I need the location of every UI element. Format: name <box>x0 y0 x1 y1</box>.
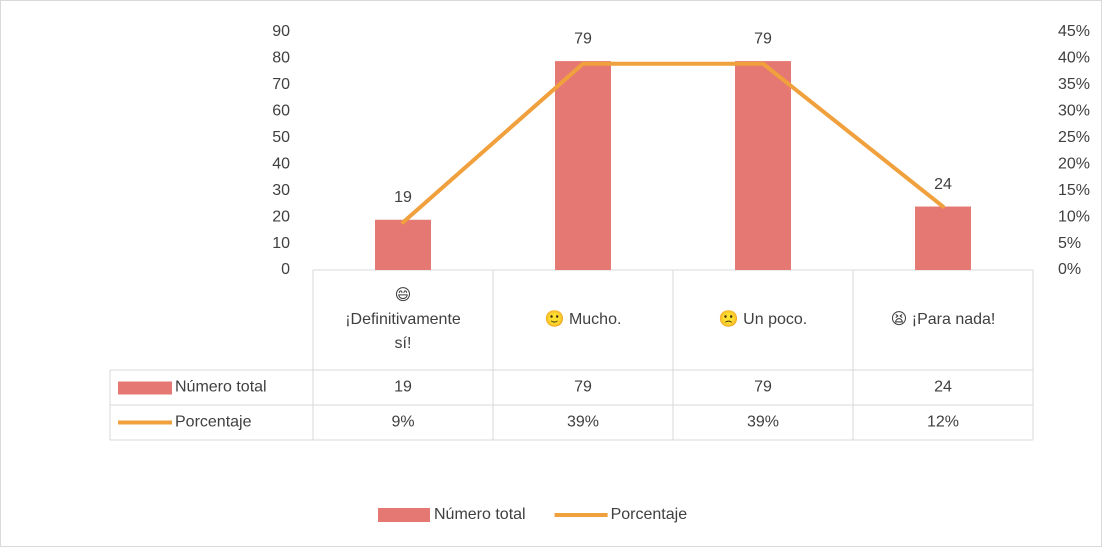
legend-label: Porcentaje <box>611 506 688 523</box>
x-tick-label-box: 😫 ¡Para nada! <box>853 270 1033 370</box>
legend-label: Número total <box>434 506 526 523</box>
y-tick-label: 50 <box>272 129 290 146</box>
x-tick-label-box: 🙁 Un poco. <box>673 270 853 370</box>
table-cell: 39% <box>747 414 779 431</box>
bar <box>735 61 791 270</box>
x-tick-label-box: 🙂 Mucho. <box>493 270 673 370</box>
table-cell: 19 <box>394 379 412 396</box>
y-tick-label: 10 <box>272 235 290 252</box>
y-tick-label: 30 <box>272 182 290 199</box>
data-label: 79 <box>754 30 772 47</box>
x-tick-label: 🙂 Mucho. <box>493 270 673 370</box>
bar <box>915 206 971 270</box>
data-label: 19 <box>394 189 412 206</box>
y-tick-label: 70 <box>272 76 290 93</box>
y2-tick-label: 15% <box>1058 182 1090 199</box>
y-tick-label: 40 <box>272 155 290 172</box>
table-cell: 39% <box>567 414 599 431</box>
table-cell: 79 <box>574 379 592 396</box>
y-tick-label: 90 <box>272 23 290 40</box>
y-tick-label: 0 <box>281 261 290 278</box>
x-tick-label-text: 🙂 Mucho. <box>544 311 622 328</box>
y2-tick-label: 35% <box>1058 76 1090 93</box>
legend-key <box>378 508 430 522</box>
bar <box>375 219 431 270</box>
table-cell: 12% <box>927 414 959 431</box>
y2-tick-label: 5% <box>1058 235 1081 252</box>
table-cell: 9% <box>391 414 414 431</box>
line <box>401 61 945 225</box>
table-cell: 24 <box>934 379 952 396</box>
table-row-label: Porcentaje <box>175 414 252 431</box>
y2-tick-label: 0% <box>1058 261 1081 278</box>
x-tick-label-text: 😫 ¡Para nada! <box>890 311 996 328</box>
y-tick-label: 80 <box>272 50 290 67</box>
x-tick-label: 😫 ¡Para nada! <box>853 270 1033 370</box>
x-tick-label: 😄 ¡Definitivamente sí! <box>313 270 493 370</box>
x-tick-label-text: 🙁 Un poco. <box>718 311 808 328</box>
y-tick-label: 60 <box>272 103 290 120</box>
data-label: 79 <box>574 30 592 47</box>
y2-tick-label: 25% <box>1058 129 1090 146</box>
x-tick-label: 🙁 Un poco. <box>673 270 853 370</box>
y2-tick-label: 30% <box>1058 103 1090 120</box>
table-row-label: Número total <box>175 379 267 396</box>
data-label: 24 <box>934 176 952 193</box>
x-tick-label-text: 😄 ¡Definitivamente sí! <box>345 287 461 352</box>
y2-tick-label: 10% <box>1058 208 1090 225</box>
y2-tick-label: 20% <box>1058 155 1090 172</box>
y2-tick-label: 45% <box>1058 23 1090 40</box>
y-tick-label: 20 <box>272 208 290 225</box>
x-tick-label-box: 😄 ¡Definitivamente sí! <box>313 270 493 370</box>
legend-key <box>118 381 172 395</box>
table-cell: 79 <box>754 379 772 396</box>
bar <box>555 61 611 270</box>
y2-tick-label: 40% <box>1058 50 1090 67</box>
